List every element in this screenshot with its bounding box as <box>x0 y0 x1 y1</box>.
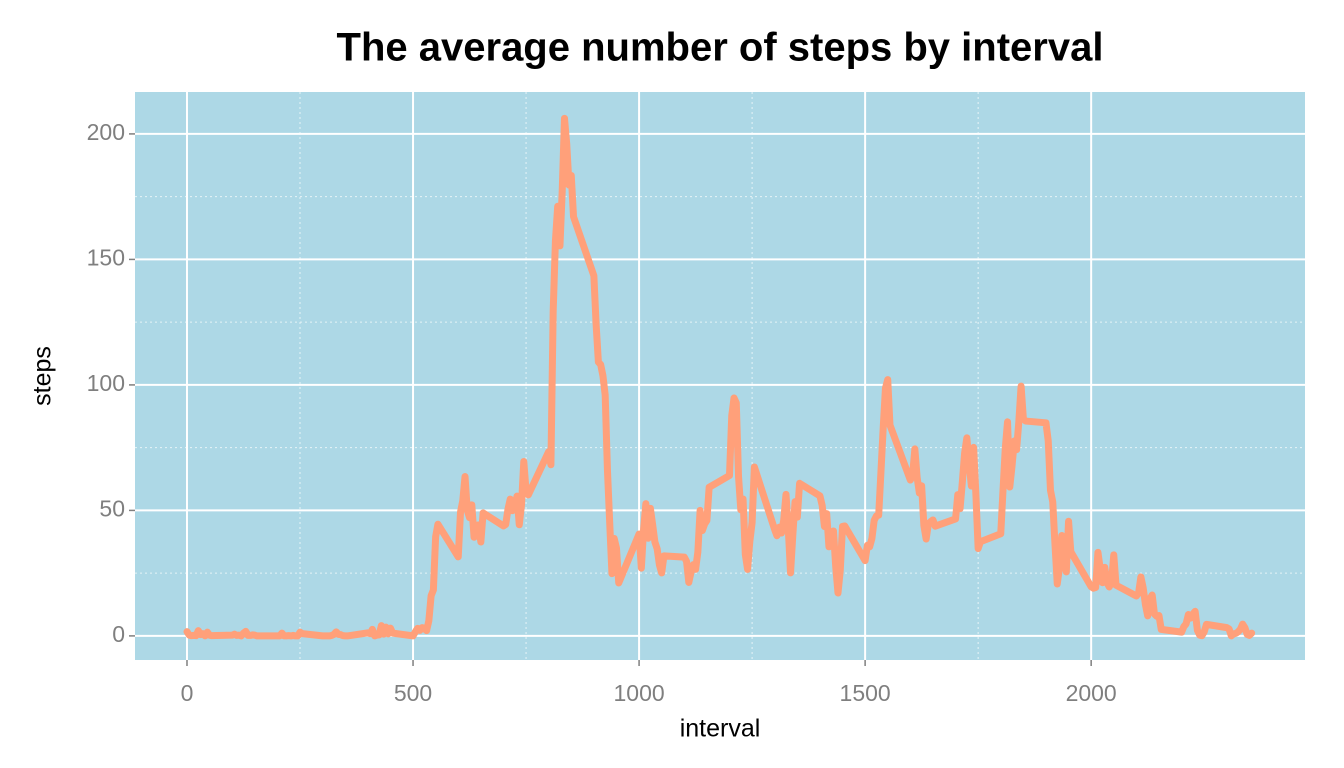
x-tick-label: 500 <box>394 680 432 706</box>
x-tick-label: 1000 <box>613 680 664 706</box>
x-tick-label: 2000 <box>1066 680 1117 706</box>
y-tick-label: 50 <box>99 495 125 521</box>
data-line <box>183 114 1256 640</box>
plot-background <box>135 92 1305 660</box>
x-axis-title: interval <box>680 715 761 743</box>
y-axis-title: steps <box>29 346 57 406</box>
chart-title: The average number of steps by interval <box>337 26 1104 70</box>
x-tick-label: 1500 <box>840 680 891 706</box>
x-tick-label: 0 <box>181 680 194 706</box>
y-tick-label: 100 <box>87 370 125 396</box>
y-tick-label: 150 <box>87 244 125 270</box>
y-tick-label: 0 <box>112 621 125 647</box>
y-tick-label: 200 <box>87 119 125 145</box>
